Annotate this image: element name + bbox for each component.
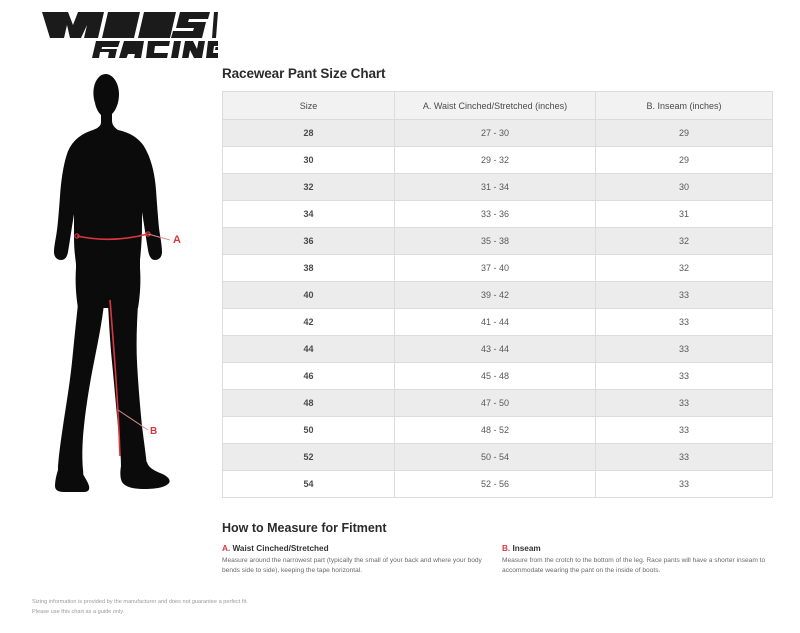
cell-inseam: 31 — [595, 200, 773, 228]
table-header-row: Size A. Waist Cinched/Stretched (inches)… — [222, 91, 773, 120]
measure-instruction-a: A. Waist Cinched/Stretched Measure around… — [222, 544, 502, 576]
table-row: 36 35 - 38 32 — [222, 227, 773, 255]
page-title: Racewear Pant Size Chart — [222, 66, 386, 81]
cell-inseam: 33 — [595, 335, 773, 363]
measure-instruction-b: B. Inseam Measure from the crotch to the … — [502, 544, 782, 576]
measure-instruction-heading: A. Waist Cinched/Stretched — [222, 544, 488, 553]
table-row: 54 52 - 56 33 — [222, 470, 773, 498]
column-header-size: Size — [222, 91, 395, 120]
cell-size: 42 — [222, 308, 395, 336]
trademark-symbol: ® — [211, 53, 215, 60]
disclaimer-note: Sizing information is provided by the ma… — [32, 598, 372, 618]
cell-inseam: 33 — [595, 470, 773, 498]
table-row: 38 37 - 40 32 — [222, 254, 773, 282]
cell-inseam: 33 — [595, 308, 773, 336]
cell-inseam: 33 — [595, 362, 773, 390]
measure-instruction-heading-text: Waist Cinched/Stretched — [232, 544, 329, 553]
table-row: 30 29 - 32 29 — [222, 146, 773, 174]
table-row: 32 31 - 34 30 — [222, 173, 773, 201]
cell-size: 34 — [222, 200, 395, 228]
cell-waist: 37 - 40 — [394, 254, 596, 282]
size-chart-table: Size A. Waist Cinched/Stretched (inches)… — [222, 91, 773, 498]
cell-size: 54 — [222, 470, 395, 498]
table-row: 28 27 - 30 29 — [222, 119, 773, 147]
cell-waist: 50 - 54 — [394, 443, 596, 471]
measure-instruction-tag: A. — [222, 544, 231, 553]
measure-instruction-body: Measure from the crotch to the bottom of… — [502, 557, 766, 575]
cell-inseam: 29 — [595, 146, 773, 174]
cell-size: 40 — [222, 281, 395, 309]
cell-size: 46 — [222, 362, 395, 390]
inseam-label-b: B — [150, 426, 157, 437]
how-to-measure-columns: A. Waist Cinched/Stretched Measure around… — [222, 544, 782, 576]
cell-waist: 43 - 44 — [394, 335, 596, 363]
size-chart-section: Racewear Pant Size Chart Size A. Waist C… — [222, 66, 773, 498]
table-body: 28 27 - 30 29 30 29 - 32 29 32 31 - 34 30 34 33 - … — [222, 119, 773, 498]
cell-size: 32 — [222, 173, 395, 201]
cell-inseam: 33 — [595, 281, 773, 309]
measure-instruction-body: Measure around the narrowest part (typic… — [222, 557, 482, 575]
cell-waist: 41 - 44 — [394, 308, 596, 336]
cell-waist: 29 - 32 — [394, 146, 596, 174]
cell-size: 44 — [222, 335, 395, 363]
cell-inseam: 30 — [595, 173, 773, 201]
male-silhouette-shape — [54, 74, 170, 492]
moose-racing-logo: ® — [28, 8, 228, 60]
cell-size: 36 — [222, 227, 395, 255]
how-to-measure-title: How to Measure for Fitment — [222, 521, 387, 535]
column-header-inseam: B. Inseam (inches) — [595, 91, 773, 120]
table-row: 50 48 - 52 33 — [222, 416, 773, 444]
cell-waist: 35 - 38 — [394, 227, 596, 255]
table-row: 34 33 - 36 31 — [222, 200, 773, 228]
cell-inseam: 29 — [595, 119, 773, 147]
column-header-waist: A. Waist Cinched/Stretched (inches) — [394, 91, 596, 120]
table-row: 44 43 - 44 33 — [222, 335, 773, 363]
disclaimer-line-1: Sizing information is provided by the ma… — [32, 599, 248, 605]
cell-waist: 52 - 56 — [394, 470, 596, 498]
cell-waist: 45 - 48 — [394, 362, 596, 390]
waist-label-a: A — [173, 234, 181, 246]
cell-inseam: 33 — [595, 416, 773, 444]
cell-waist: 27 - 30 — [394, 119, 596, 147]
cell-size: 28 — [222, 119, 395, 147]
table-header: Size A. Waist Cinched/Stretched (inches)… — [222, 91, 773, 120]
cell-inseam: 33 — [595, 443, 773, 471]
cell-size: 30 — [222, 146, 395, 174]
cell-waist: 48 - 52 — [394, 416, 596, 444]
cell-size: 38 — [222, 254, 395, 282]
cell-size: 48 — [222, 389, 395, 417]
measure-instruction-heading: B. Inseam — [502, 544, 768, 553]
inseam-measure-annotation: B — [109, 299, 157, 457]
waist-measure-annotation: A — [74, 231, 181, 246]
table-row: 48 47 - 50 33 — [222, 389, 773, 417]
measure-instruction-heading-text: Inseam — [512, 544, 541, 553]
table-row: 42 41 - 44 33 — [222, 308, 773, 336]
table-row: 52 50 - 54 33 — [222, 443, 773, 471]
cell-inseam: 33 — [595, 389, 773, 417]
measure-instruction-tag: B. — [502, 544, 511, 553]
how-to-measure-section: How to Measure for Fitment A. Waist Cinc… — [222, 521, 782, 576]
table-row: 40 39 - 42 33 — [222, 281, 773, 309]
cell-inseam: 32 — [595, 254, 773, 282]
cell-waist: 39 - 42 — [394, 281, 596, 309]
cell-inseam: 32 — [595, 227, 773, 255]
cell-waist: 47 - 50 — [394, 389, 596, 417]
cell-waist: 31 - 34 — [394, 173, 596, 201]
cell-waist: 33 - 36 — [394, 200, 596, 228]
cell-size: 50 — [222, 416, 395, 444]
table-row: 46 45 - 48 33 — [222, 362, 773, 390]
disclaimer-line-2: Please use this chart as a guide only. — [32, 608, 125, 615]
measurement-figure: A B — [30, 70, 220, 495]
cell-size: 52 — [222, 443, 395, 471]
